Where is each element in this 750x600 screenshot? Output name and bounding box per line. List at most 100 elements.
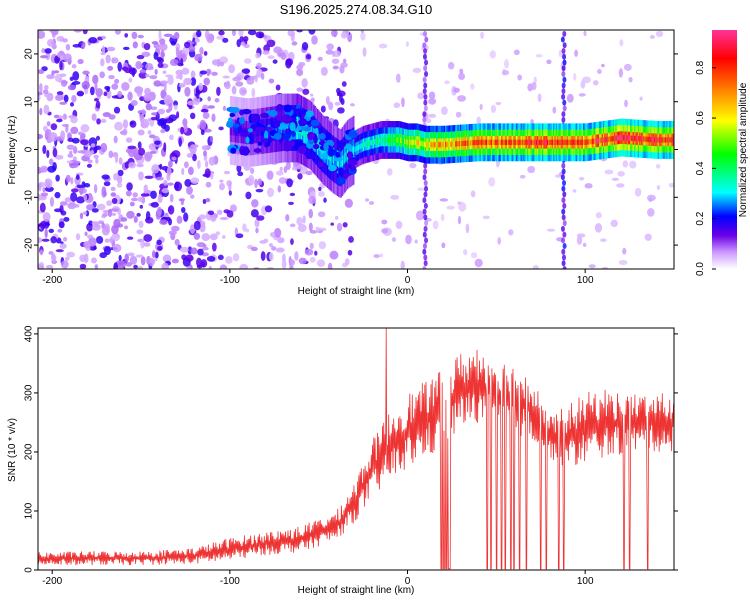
speckle	[254, 74, 258, 83]
speckle	[415, 210, 425, 221]
speckle	[43, 104, 50, 115]
speckle	[91, 113, 97, 121]
speckle	[457, 215, 462, 225]
ridge-mark	[345, 151, 348, 162]
ridge-mark	[231, 125, 233, 136]
speckle	[118, 254, 122, 262]
ridge-mark	[661, 137, 663, 143]
speckle	[254, 178, 258, 189]
speckle	[219, 216, 229, 221]
ridge-mark	[366, 141, 369, 147]
ridge-mark	[600, 137, 602, 143]
speckle	[110, 186, 116, 192]
speckle	[60, 260, 69, 269]
speckle	[228, 190, 232, 196]
speckle	[262, 50, 270, 55]
ridge-mark	[566, 139, 569, 145]
speckle	[187, 166, 194, 176]
speckle	[465, 223, 470, 234]
speckle	[67, 202, 77, 210]
ridge-mark	[655, 137, 657, 143]
speckle	[275, 84, 281, 91]
speckle	[251, 88, 256, 98]
speckle	[143, 42, 151, 51]
ridge-mark	[341, 156, 344, 167]
speckle	[91, 221, 100, 226]
ridge-mark	[325, 147, 328, 158]
speckle	[601, 266, 608, 269]
speckle	[222, 234, 226, 239]
ridge-mark	[416, 139, 418, 145]
speckle	[301, 42, 309, 51]
speckle	[417, 92, 425, 100]
speckle	[107, 65, 114, 71]
ridge-mark	[491, 139, 493, 145]
speckle	[417, 187, 426, 192]
speckle	[268, 78, 275, 84]
ridge-blob	[266, 126, 274, 131]
ridge-mark	[249, 127, 252, 138]
heatmap-content	[38, 30, 674, 269]
speckle	[201, 145, 210, 151]
y-tick-label: 200	[24, 443, 35, 460]
speckle	[378, 43, 388, 49]
speckle	[171, 225, 180, 232]
speckle	[205, 181, 212, 188]
ridge-mark	[458, 141, 461, 147]
speckle	[305, 170, 313, 176]
speckle	[60, 79, 68, 87]
vertical-band-mark	[422, 197, 427, 204]
ridge-mark	[528, 139, 530, 145]
speckle	[71, 137, 80, 144]
ridge-mark	[499, 139, 502, 145]
ridge-mark	[372, 139, 375, 145]
speckle	[629, 160, 637, 169]
speckle	[185, 254, 194, 262]
speckle	[304, 248, 314, 256]
speckle	[278, 177, 287, 184]
speckle	[318, 186, 322, 191]
speckle	[103, 91, 108, 97]
speckle	[527, 165, 536, 174]
bottom-y-label: SNR (10 * v/v)	[7, 418, 18, 482]
speckle	[439, 198, 449, 202]
speckle	[218, 126, 224, 131]
vertical-band-mark	[562, 202, 567, 209]
speckle	[215, 231, 221, 236]
ridge-mark	[599, 137, 601, 144]
speckle	[113, 135, 118, 144]
ridge-mark	[502, 139, 504, 145]
speckle	[96, 203, 106, 211]
speckle	[69, 102, 75, 107]
speckle	[315, 226, 320, 232]
ridge-blob	[226, 119, 234, 128]
speckle	[238, 30, 244, 37]
speckle	[192, 153, 197, 162]
speckle	[157, 62, 164, 69]
speckle	[239, 263, 249, 269]
ridge-mark	[479, 139, 482, 145]
ridge-mark	[622, 135, 625, 141]
colorbar-tick-label: 0.6	[695, 111, 706, 125]
speckle	[332, 65, 339, 70]
ridge-mark	[430, 142, 432, 148]
speckle	[576, 235, 583, 245]
speckle	[67, 153, 74, 158]
ridge-mark	[251, 127, 253, 138]
speckle	[143, 242, 151, 247]
speckle	[219, 182, 225, 191]
ridge-mark	[398, 137, 401, 143]
speckle	[231, 30, 237, 37]
speckle	[386, 168, 393, 176]
ridge-mark	[319, 141, 321, 152]
speckle	[129, 121, 134, 125]
vertical-band-mark	[423, 260, 428, 267]
speckle	[273, 46, 282, 54]
speckle	[59, 243, 67, 249]
speckle	[52, 148, 58, 158]
ridge-blob	[297, 145, 307, 155]
ridge-mark	[483, 139, 486, 145]
speckle	[381, 219, 388, 225]
vertical-band-mark	[424, 185, 429, 192]
ridge-mark	[564, 139, 566, 145]
